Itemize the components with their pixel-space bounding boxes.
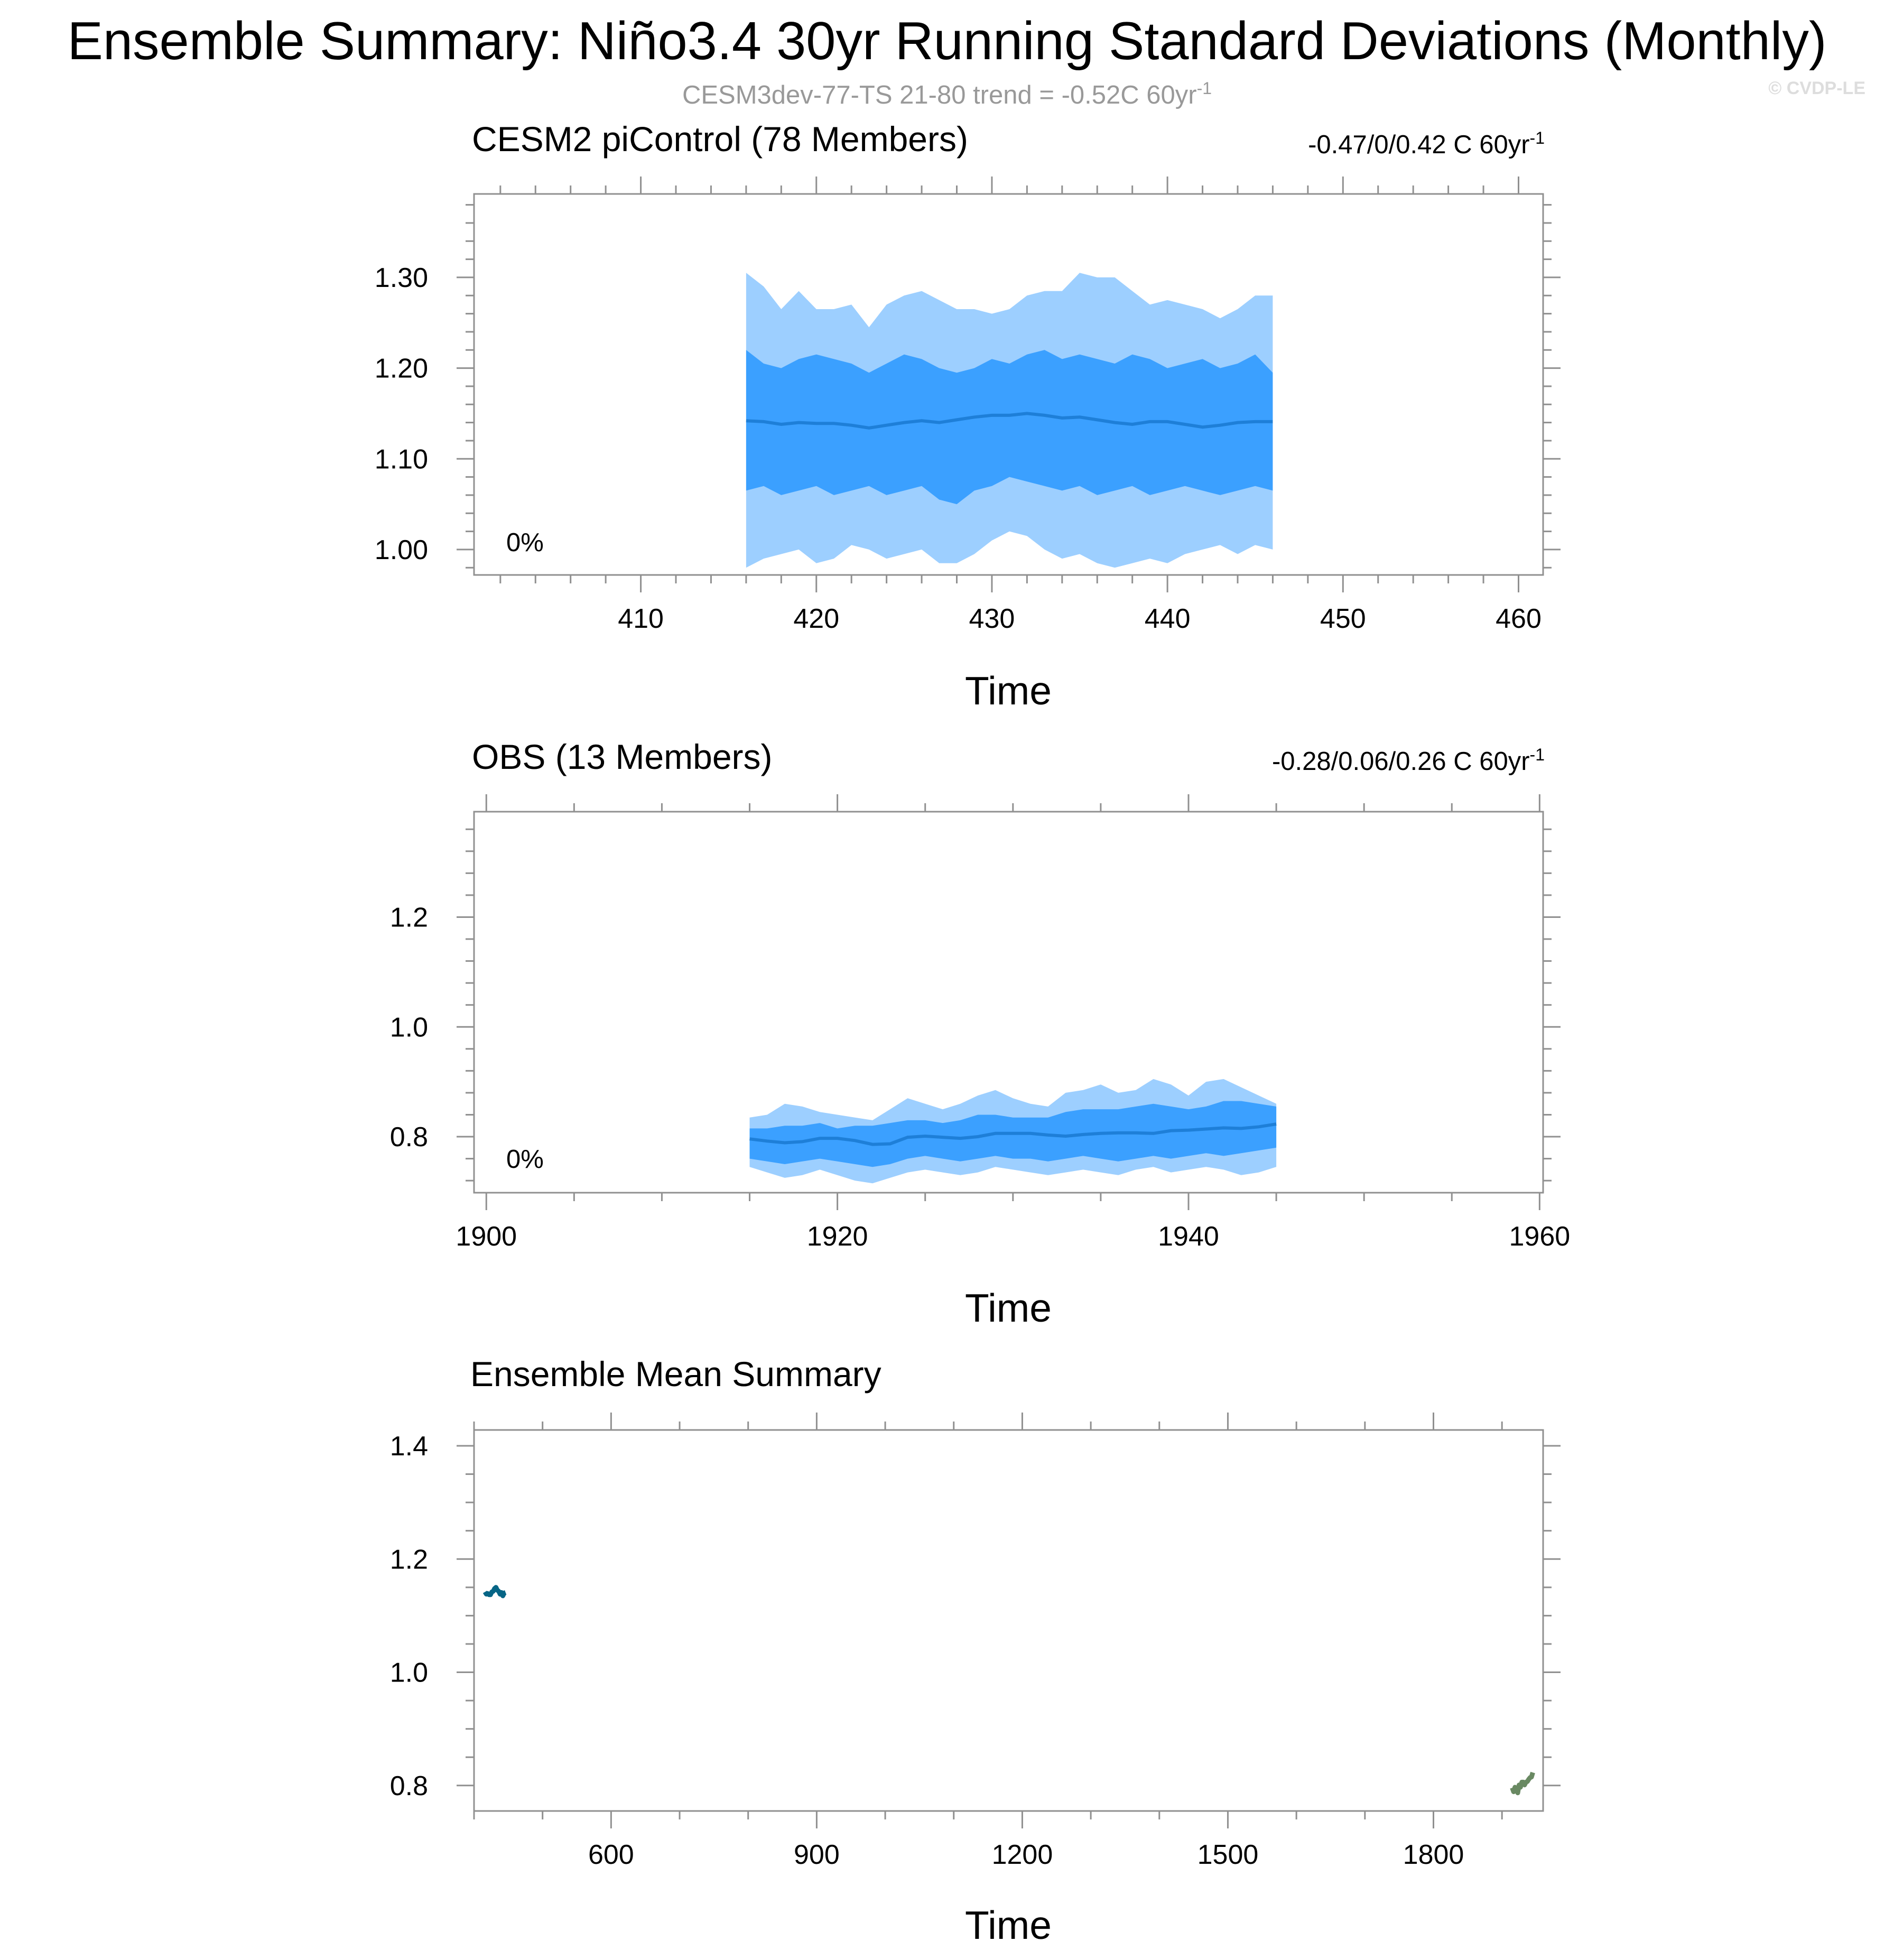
- panel-obs-frame: [473, 811, 1544, 1194]
- series-line-obs: [1510, 1771, 1535, 1796]
- panel-cesm2-frame: [473, 193, 1544, 576]
- panel-ensemble-mean: Ensemble Mean Summary 600 900 1200 1500 1800…: [390, 1354, 1561, 1947]
- panel-ensemble-mean-frame: [473, 1429, 1544, 1812]
- panel-cesm2-xlabel: Time: [965, 668, 1052, 713]
- ensemble-mean-line: [746, 412, 1273, 430]
- y-tick-label: 1.2: [390, 1544, 428, 1575]
- series-line-cesm2: [482, 1585, 507, 1599]
- y-tick-label: 0.8: [390, 1771, 428, 1801]
- y-tick-label: 1.10: [375, 444, 428, 475]
- y-tick-label: 1.0: [390, 1012, 428, 1043]
- panel-obs-ticks: 1900 1920 1940 1960 0.8 1.0 1.2: [390, 794, 1570, 1252]
- y-tick-label: 1.0: [390, 1658, 428, 1688]
- ensemble-mean-line: [749, 1122, 1277, 1146]
- panel-cesm2-plot: [746, 273, 1273, 568]
- figure-title: Ensemble Summary: Niño3.4 30yr Running S…: [68, 12, 1827, 71]
- x-tick-label: 600: [588, 1840, 634, 1870]
- x-tick-label: 430: [969, 603, 1015, 634]
- x-tick-label: 900: [794, 1840, 840, 1870]
- panel-ensemble-mean-xlabel: Time: [965, 1903, 1052, 1947]
- x-tick-label: 410: [618, 603, 664, 634]
- panel-obs: OBS (13 Members) -0.28/0.06/0.26 C 60yr-…: [390, 737, 1570, 1330]
- copyright-label: © CVDP-LE: [1768, 78, 1865, 98]
- x-tick-label: 1940: [1158, 1221, 1219, 1252]
- y-tick-label: 1.00: [375, 535, 428, 565]
- figure-subtitle: CESM3dev-77-TS 21-80 trend = -0.52C 60yr…: [682, 79, 1212, 109]
- y-tick-label: 1.2: [390, 902, 428, 933]
- panel-obs-trend: -0.28/0.06/0.26 C 60yr-1: [1272, 745, 1545, 776]
- panel-obs-plot: [749, 1079, 1277, 1184]
- y-tick-label: 1.30: [375, 263, 428, 293]
- x-tick-label: 1960: [1509, 1221, 1571, 1252]
- panel-cesm2-trend: -0.47/0/0.42 C 60yr-1: [1308, 128, 1545, 159]
- y-tick-label: 1.20: [375, 354, 428, 384]
- x-tick-label: 440: [1145, 603, 1191, 634]
- y-tick-label: 0.8: [390, 1122, 428, 1153]
- x-tick-label: 460: [1496, 603, 1542, 634]
- x-tick-label: 1800: [1403, 1840, 1464, 1870]
- range-band-inner: [746, 350, 1273, 505]
- x-tick-label: 1900: [456, 1221, 517, 1252]
- panel-cesm2: CESM2 piControl (78 Members) -0.47/0/0.4…: [375, 119, 1561, 713]
- x-tick-label: 1500: [1197, 1840, 1259, 1870]
- panel-ensemble-mean-title: Ensemble Mean Summary: [470, 1354, 881, 1394]
- panel-ensemble-mean-ticks: 600 900 1200 1500 1800 0.8 1.0 1.2 1.4: [390, 1413, 1561, 1870]
- x-tick-label: 420: [793, 603, 839, 634]
- panel-ensemble-mean-plot: [482, 1585, 1535, 1796]
- y-tick-label: 1.4: [390, 1431, 428, 1462]
- panel-cesm2-ticks: 410 420 430 440 450 460 1.00 1.10 1.20 1.30: [375, 177, 1561, 634]
- x-tick-label: 1200: [992, 1840, 1053, 1870]
- panel-cesm2-percent: 0%: [506, 528, 544, 557]
- panel-cesm2-title: CESM2 piControl (78 Members): [472, 119, 968, 159]
- panel-obs-title: OBS (13 Members): [472, 737, 772, 776]
- panel-obs-percent: 0%: [506, 1145, 544, 1174]
- panel-obs-xlabel: Time: [965, 1286, 1052, 1330]
- x-tick-label: 450: [1320, 603, 1366, 634]
- x-tick-label: 1920: [807, 1221, 868, 1252]
